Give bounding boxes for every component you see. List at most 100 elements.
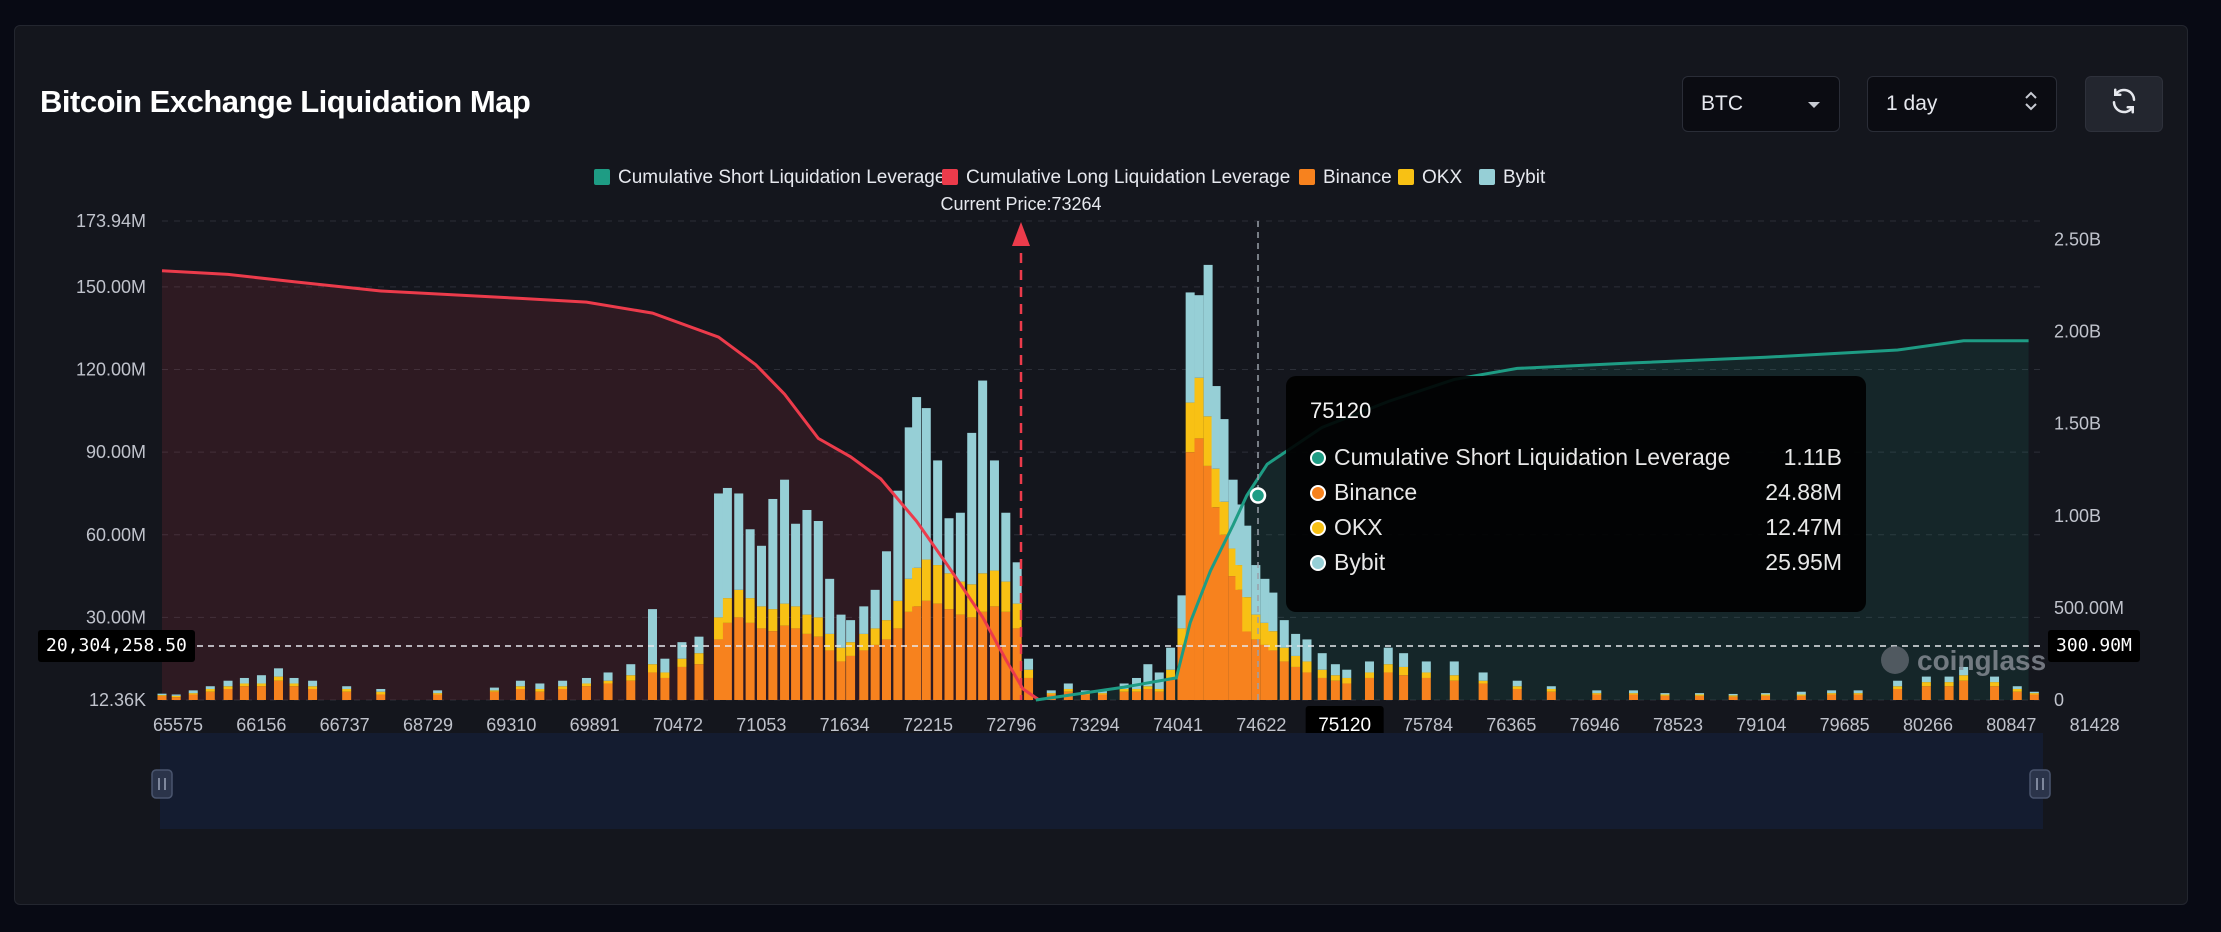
bar-binance bbox=[157, 695, 167, 700]
symbol-select[interactable]: BTC bbox=[1682, 76, 1840, 132]
bar-binance bbox=[489, 691, 499, 700]
bar-binance bbox=[205, 691, 215, 700]
bar-okx bbox=[1853, 693, 1863, 695]
bar-okx bbox=[1219, 501, 1229, 535]
y-right-tick-label: 2.00B bbox=[2054, 322, 2101, 342]
zoom-slider[interactable] bbox=[151, 733, 2051, 829]
bar-bybit bbox=[1001, 512, 1011, 582]
bar-binance bbox=[1728, 696, 1738, 700]
bar-bybit bbox=[1893, 680, 1903, 687]
bar-bybit bbox=[1827, 690, 1837, 694]
bar-bybit bbox=[1235, 504, 1245, 566]
x-tick-label: 74622 bbox=[1236, 715, 1286, 735]
x-tick-label: 79685 bbox=[1820, 715, 1870, 735]
y-right-tick-label: 0 bbox=[2054, 690, 2064, 710]
bar-binance bbox=[376, 694, 386, 700]
bar-okx bbox=[1097, 693, 1107, 695]
bar-bybit bbox=[921, 408, 931, 560]
bar-binance bbox=[308, 688, 318, 700]
bar-okx bbox=[157, 695, 167, 696]
bar-okx bbox=[1990, 682, 2000, 687]
bar-binance bbox=[1546, 691, 1556, 700]
bar-bybit bbox=[756, 545, 766, 607]
bar-okx bbox=[722, 598, 732, 623]
bar-binance bbox=[1132, 691, 1142, 700]
bar-okx bbox=[1893, 686, 1903, 689]
bar-okx bbox=[2029, 693, 2039, 695]
range-select[interactable]: 1 day bbox=[1867, 76, 2057, 132]
bar-okx bbox=[1695, 694, 1705, 696]
bar-okx bbox=[944, 573, 954, 610]
x-tick-label: 71634 bbox=[820, 715, 870, 735]
bar-binance bbox=[734, 617, 744, 700]
y-right-tick-label: 2.50B bbox=[2054, 229, 2101, 249]
bar-okx bbox=[603, 680, 613, 684]
x-tick-label: 69310 bbox=[486, 715, 536, 735]
chart-tooltip: 75120 Cumulative Short Liquidation Lever… bbox=[1286, 376, 1866, 612]
y-left-tick-label: 12.36K bbox=[89, 690, 146, 710]
bar-bybit bbox=[1728, 693, 1738, 696]
bar-bybit bbox=[1063, 683, 1073, 689]
bar-binance bbox=[626, 680, 636, 700]
bar-okx bbox=[870, 628, 880, 645]
bar-binance bbox=[714, 639, 724, 700]
refresh-icon bbox=[2109, 86, 2139, 122]
bar-okx bbox=[714, 617, 724, 640]
refresh-button[interactable] bbox=[2085, 76, 2163, 132]
bar-bybit bbox=[603, 672, 613, 681]
bar-bybit bbox=[1279, 620, 1289, 648]
bar-binance bbox=[558, 688, 568, 700]
y-left-tick-label: 120.00M bbox=[76, 360, 146, 380]
tooltip-row-value: 1.11B bbox=[1783, 444, 1842, 470]
x-tick-label: 73294 bbox=[1070, 715, 1120, 735]
bar-bybit bbox=[989, 460, 999, 571]
bar-okx bbox=[1449, 675, 1459, 681]
current-price-label: Current Price:73264 bbox=[940, 194, 1101, 214]
bar-binance bbox=[1796, 695, 1806, 700]
bar-bybit bbox=[273, 668, 283, 677]
tooltip-row-value: 12.47M bbox=[1765, 514, 1842, 540]
bar-binance bbox=[2012, 691, 2022, 700]
bar-binance bbox=[745, 622, 755, 700]
bar-binance bbox=[1317, 677, 1327, 700]
bar-bybit bbox=[745, 529, 755, 599]
caret-down-icon bbox=[1807, 92, 1821, 116]
bar-bybit bbox=[1546, 686, 1556, 689]
bar-okx bbox=[1185, 402, 1195, 453]
bar-binance bbox=[1512, 688, 1522, 700]
bar-okx bbox=[1143, 686, 1153, 689]
legend-swatch bbox=[1299, 169, 1315, 185]
x-tick-label: 81428 bbox=[2070, 715, 2120, 735]
current-price-arrow bbox=[1012, 222, 1030, 246]
bar-okx bbox=[1132, 688, 1142, 692]
bar-bybit bbox=[734, 493, 744, 590]
bar-okx bbox=[1119, 688, 1129, 692]
bar-bybit bbox=[933, 460, 943, 566]
bar-bybit bbox=[1185, 292, 1195, 403]
x-tick-label: 76946 bbox=[1570, 715, 1620, 735]
tooltip-title: 75120 bbox=[1310, 398, 1372, 423]
bar-binance bbox=[581, 686, 591, 700]
bar-binance bbox=[223, 688, 233, 700]
legend-item: Cumulative Long Liquidation Leverage bbox=[942, 167, 1290, 188]
bar-bybit bbox=[870, 589, 880, 629]
bar-bybit bbox=[1421, 661, 1431, 673]
bar-binance bbox=[1143, 688, 1153, 700]
bar-okx bbox=[677, 658, 687, 667]
bar-bybit bbox=[813, 521, 823, 618]
bar-binance bbox=[1383, 672, 1393, 700]
x-tick-label: 71053 bbox=[736, 715, 786, 735]
bar-okx bbox=[904, 578, 914, 612]
bar-binance bbox=[1080, 694, 1090, 700]
bar-bybit bbox=[1219, 419, 1229, 502]
bar-binance bbox=[955, 614, 965, 700]
bar-okx bbox=[1291, 655, 1301, 667]
bar-bybit bbox=[581, 677, 591, 684]
bar-bybit bbox=[904, 427, 914, 579]
bar-binance bbox=[1260, 644, 1270, 700]
crosshair-right-value: 300.90M bbox=[2048, 630, 2140, 662]
range-select-value: 1 day bbox=[1886, 92, 1938, 115]
x-tick-label: 68729 bbox=[403, 715, 453, 735]
bar-bybit bbox=[1959, 666, 1969, 676]
